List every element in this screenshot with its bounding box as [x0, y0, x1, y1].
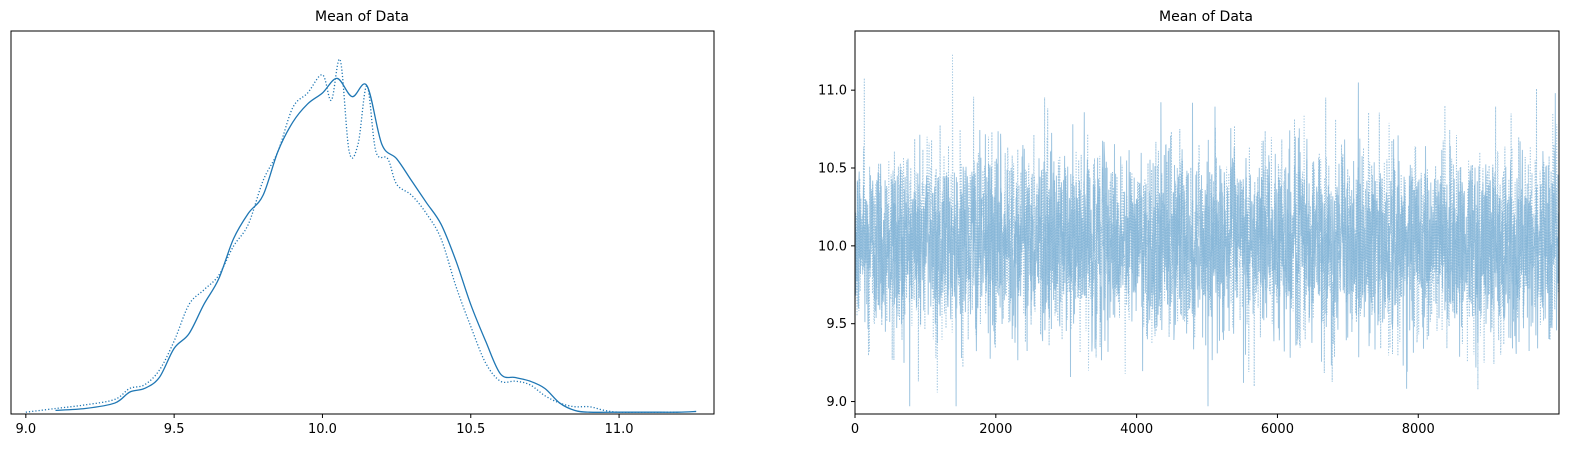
kde-x-tick-label: 9.0	[15, 422, 36, 437]
trace-x-tick-label: 4000	[1120, 422, 1153, 437]
kde-x-tick-label: 10.0	[308, 422, 337, 437]
trace-x-tick-label: 6000	[1261, 422, 1294, 437]
kde-lines	[26, 59, 696, 412]
trace-y-tick-label: 9.5	[826, 317, 847, 332]
trace-x-axis: 0 2000 4000 6000 8000	[851, 414, 1435, 437]
kde-x-tick-label: 10.5	[456, 422, 485, 437]
kde-x-tick-label: 11.0	[605, 422, 634, 437]
trace-y-tick-label: 10.0	[818, 239, 847, 254]
trace-y-tick-label: 9.0	[826, 395, 847, 410]
trace-y-tick-label: 11.0	[818, 84, 847, 99]
kde-x-axis: 9.0 9.5 10.0 10.5 11.0	[15, 414, 633, 437]
trace-title: Mean of Data	[1159, 9, 1253, 25]
trace-y-axis: 9.0 9.5 10.0 10.5 11.0	[818, 84, 855, 410]
trace-x-tick-label: 2000	[979, 422, 1012, 437]
kde-panel: Mean of Data 9.0 9.5 10.0 10.5 11.0	[11, 9, 714, 437]
kde-title: Mean of Data	[315, 9, 409, 25]
trace-x-tick-label: 0	[851, 422, 859, 437]
trace-y-tick-label: 10.5	[818, 162, 847, 177]
kde-series-chain-0	[55, 78, 696, 412]
kde-axes-frame	[11, 31, 714, 414]
trace-x-tick-label: 8000	[1402, 422, 1435, 437]
trace-series-chain-1	[855, 54, 1559, 393]
kde-series-chain-1	[26, 59, 679, 412]
trace-panel: Mean of Data 0 2000 4000 6000 8000 9.0 9.5 10.…	[818, 9, 1559, 437]
kde-x-tick-label: 9.5	[164, 422, 185, 437]
trace-lines	[855, 54, 1559, 406]
